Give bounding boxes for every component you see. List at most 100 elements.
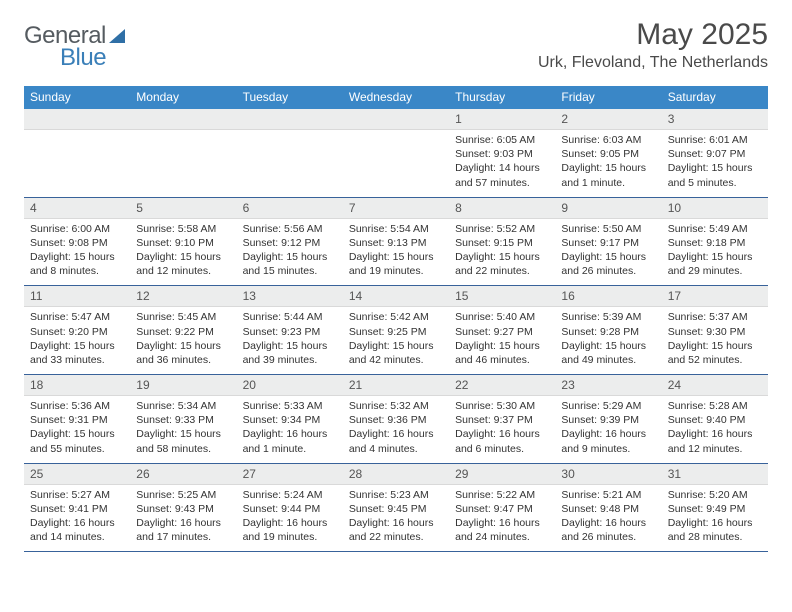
daylight-label: Daylight: [243,251,287,263]
sunset-label: Sunset: [561,148,600,160]
sunset-line: Sunset: 9:44 PM [243,502,337,516]
sunrise-value: 5:23 AM [390,489,429,501]
day-details-cell: Sunrise: 5:58 AMSunset: 9:10 PMDaylight:… [130,219,236,287]
sunrise-label: Sunrise: [561,489,602,501]
day-details-cell: Sunrise: 5:23 AMSunset: 9:45 PMDaylight:… [343,485,449,553]
sunset-label: Sunset: [668,414,707,426]
sunset-value: 9:15 PM [494,237,533,249]
day-details-cell: Sunrise: 5:21 AMSunset: 9:48 PMDaylight:… [555,485,661,553]
sunrise-value: 5:32 AM [390,400,429,412]
month-title: May 2025 [538,18,768,52]
sunset-value: 9:08 PM [69,237,108,249]
day-number-cell: 21 [343,375,449,396]
sunset-value: 9:31 PM [69,414,108,426]
sunset-label: Sunset: [136,326,175,338]
sunrise-value: 5:47 AM [71,311,110,323]
sunset-value: 9:28 PM [600,326,639,338]
calendar-table: SundayMondayTuesdayWednesdayThursdayFrid… [24,86,768,552]
sunrise-value: 6:05 AM [497,134,536,146]
sunrise-value: 5:54 AM [390,223,429,235]
sunset-line: Sunset: 9:37 PM [455,413,549,427]
sunset-line: Sunset: 9:20 PM [30,325,124,339]
sunrise-value: 5:34 AM [178,400,217,412]
sunset-value: 9:07 PM [706,148,745,160]
sunrise-label: Sunrise: [243,223,284,235]
sunrise-label: Sunrise: [136,223,177,235]
sunrise-value: 5:52 AM [497,223,536,235]
daylight-label: Daylight: [136,251,180,263]
sunrise-line: Sunrise: 5:50 AM [561,222,655,236]
day-number-row: 18192021222324 [24,375,768,396]
daylight-line: Daylight: 15 hours and 22 minutes. [455,250,549,278]
sunset-label: Sunset: [455,148,494,160]
sunrise-label: Sunrise: [561,400,602,412]
daylight-line: Daylight: 16 hours and 9 minutes. [561,427,655,455]
daylight-label: Daylight: [455,428,499,440]
day-details-row: Sunrise: 5:36 AMSunset: 9:31 PMDaylight:… [24,396,768,464]
sunset-line: Sunset: 9:43 PM [136,502,230,516]
sunset-label: Sunset: [561,414,600,426]
day-number-cell: 2 [555,109,661,130]
sunset-label: Sunset: [349,414,388,426]
location-subtitle: Urk, Flevoland, The Netherlands [538,54,768,72]
sunrise-value: 5:44 AM [284,311,323,323]
day-of-week-header: Monday [130,86,236,109]
sunset-label: Sunset: [349,326,388,338]
sunrise-label: Sunrise: [136,400,177,412]
daylight-label: Daylight: [561,428,605,440]
daylight-line: Daylight: 15 hours and 49 minutes. [561,339,655,367]
sunrise-line: Sunrise: 5:56 AM [243,222,337,236]
sunset-line: Sunset: 9:47 PM [455,502,549,516]
sunrise-label: Sunrise: [561,311,602,323]
sunrise-label: Sunrise: [561,223,602,235]
sunset-value: 9:44 PM [281,503,320,515]
day-number-cell: 17 [662,286,768,307]
sunset-label: Sunset: [455,237,494,249]
sunset-value: 9:33 PM [175,414,214,426]
day-details-cell: Sunrise: 6:05 AMSunset: 9:03 PMDaylight:… [449,130,555,198]
sunset-label: Sunset: [349,503,388,515]
sunset-line: Sunset: 9:34 PM [243,413,337,427]
sunset-value: 9:03 PM [494,148,533,160]
day-number-cell: 23 [555,375,661,396]
sunrise-value: 5:39 AM [603,311,642,323]
day-number-cell: 14 [343,286,449,307]
day-details-row: Sunrise: 5:47 AMSunset: 9:20 PMDaylight:… [24,307,768,375]
sunrise-label: Sunrise: [30,489,71,501]
sunrise-line: Sunrise: 5:30 AM [455,399,549,413]
daylight-label: Daylight: [136,517,180,529]
daylight-line: Daylight: 15 hours and 55 minutes. [30,427,124,455]
sunset-value: 9:41 PM [69,503,108,515]
sunset-label: Sunset: [30,237,69,249]
day-number-cell: 30 [555,464,661,485]
sunrise-label: Sunrise: [243,489,284,501]
sunrise-line: Sunrise: 5:40 AM [455,310,549,324]
daylight-label: Daylight: [349,251,393,263]
day-details-row: Sunrise: 5:27 AMSunset: 9:41 PMDaylight:… [24,485,768,553]
day-details-cell: Sunrise: 5:25 AMSunset: 9:43 PMDaylight:… [130,485,236,553]
day-of-week-header: Saturday [662,86,768,109]
sunrise-label: Sunrise: [349,311,390,323]
sunrise-line: Sunrise: 5:20 AM [668,488,762,502]
sunset-line: Sunset: 9:30 PM [668,325,762,339]
day-number-cell: 11 [24,286,130,307]
sunset-label: Sunset: [561,503,600,515]
sunset-label: Sunset: [561,237,600,249]
sunset-value: 9:43 PM [175,503,214,515]
sunset-value: 9:37 PM [494,414,533,426]
sunset-label: Sunset: [136,237,175,249]
day-number-cell: 20 [237,375,343,396]
daylight-label: Daylight: [30,340,74,352]
sunrise-label: Sunrise: [668,223,709,235]
day-details-cell: Sunrise: 5:20 AMSunset: 9:49 PMDaylight:… [662,485,768,553]
day-details-cell: Sunrise: 5:30 AMSunset: 9:37 PMDaylight:… [449,396,555,464]
brand-triangle-icon [109,29,125,43]
sunrise-label: Sunrise: [455,489,496,501]
sunset-value: 9:48 PM [600,503,639,515]
day-details-cell: Sunrise: 5:27 AMSunset: 9:41 PMDaylight:… [24,485,130,553]
daylight-line: Daylight: 16 hours and 6 minutes. [455,427,549,455]
sunrise-line: Sunrise: 5:45 AM [136,310,230,324]
sunrise-line: Sunrise: 5:33 AM [243,399,337,413]
sunset-label: Sunset: [668,237,707,249]
daylight-line: Daylight: 16 hours and 1 minute. [243,427,337,455]
